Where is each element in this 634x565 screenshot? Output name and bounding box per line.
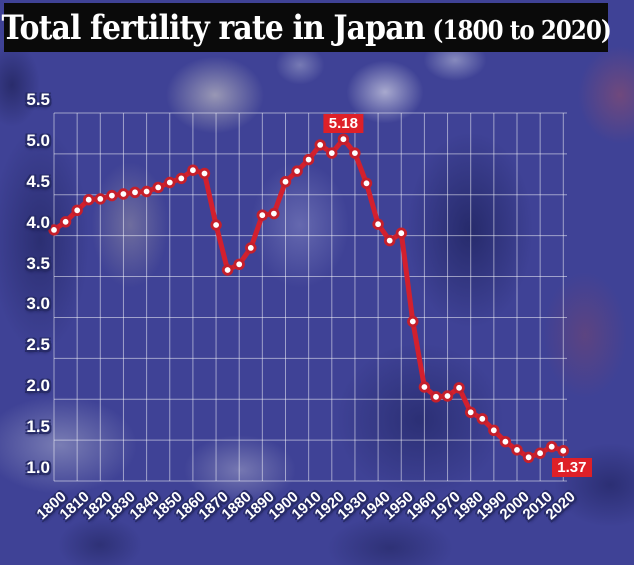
data-point bbox=[407, 315, 419, 328]
data-point bbox=[546, 441, 558, 453]
data-point bbox=[557, 445, 570, 457]
data-point bbox=[302, 153, 315, 166]
data-point bbox=[94, 193, 107, 205]
data-point bbox=[210, 219, 222, 231]
data-point bbox=[349, 147, 361, 159]
data-point bbox=[233, 258, 245, 271]
y-tick-label: 1.5 bbox=[26, 417, 50, 437]
y-tick-label: 3.5 bbox=[26, 253, 50, 273]
data-point bbox=[221, 264, 234, 276]
data-point bbox=[117, 188, 130, 200]
data-point bbox=[453, 382, 465, 394]
data-point bbox=[384, 234, 396, 247]
data-point bbox=[268, 207, 280, 220]
data-point bbox=[488, 424, 500, 437]
data-point bbox=[326, 147, 338, 159]
data-point bbox=[395, 227, 408, 239]
data-point bbox=[430, 391, 442, 403]
y-tick-label: 4.5 bbox=[26, 171, 50, 191]
y-tick-label: 4.0 bbox=[26, 212, 50, 232]
data-point bbox=[476, 413, 489, 425]
data-point bbox=[360, 177, 373, 190]
y-tick-label: 1.0 bbox=[26, 458, 50, 477]
data-point bbox=[372, 218, 384, 230]
data-point bbox=[314, 139, 326, 151]
data-point bbox=[198, 167, 211, 180]
chart-title: Total fertility rate in Japan bbox=[1, 7, 425, 48]
data-point bbox=[164, 176, 176, 189]
y-tick-label: 5.5 bbox=[26, 90, 50, 109]
data-point bbox=[511, 444, 523, 456]
data-point bbox=[59, 216, 72, 228]
title-bar: Total fertility rate in Japan (1800 to 2… bbox=[1, 3, 612, 52]
data-point bbox=[465, 406, 477, 419]
y-tick-label: 3.0 bbox=[26, 294, 50, 314]
data-point bbox=[175, 172, 188, 185]
data-point bbox=[291, 165, 303, 177]
y-tick-label: 2.5 bbox=[26, 335, 50, 355]
y-tick-label: 5.0 bbox=[26, 130, 50, 150]
data-point bbox=[140, 185, 153, 198]
data-point bbox=[82, 193, 95, 206]
data-point bbox=[279, 175, 292, 188]
data-point bbox=[418, 381, 431, 393]
data-point bbox=[534, 447, 546, 459]
data-point bbox=[522, 451, 535, 464]
data-point bbox=[187, 164, 199, 176]
data-points bbox=[48, 133, 570, 464]
data-point bbox=[499, 436, 512, 448]
data-point bbox=[337, 133, 350, 145]
data-point bbox=[152, 181, 164, 194]
data-point bbox=[48, 224, 60, 236]
data-point bbox=[106, 189, 118, 202]
chart-title-wrap: Total fertility rate in Japan (1800 to 2… bbox=[1, 7, 611, 48]
data-point bbox=[441, 390, 454, 402]
y-tick-label: 2.0 bbox=[26, 376, 50, 396]
chart-title-range: (1800 to 2020) bbox=[432, 15, 611, 46]
data-point bbox=[71, 204, 83, 217]
point-value-label: 5.18 bbox=[323, 114, 363, 134]
point-value-label: 1.37 bbox=[552, 457, 592, 477]
grid-lines bbox=[53, 112, 567, 482]
data-point bbox=[245, 242, 257, 254]
data-point bbox=[256, 209, 269, 221]
data-point bbox=[129, 186, 141, 199]
